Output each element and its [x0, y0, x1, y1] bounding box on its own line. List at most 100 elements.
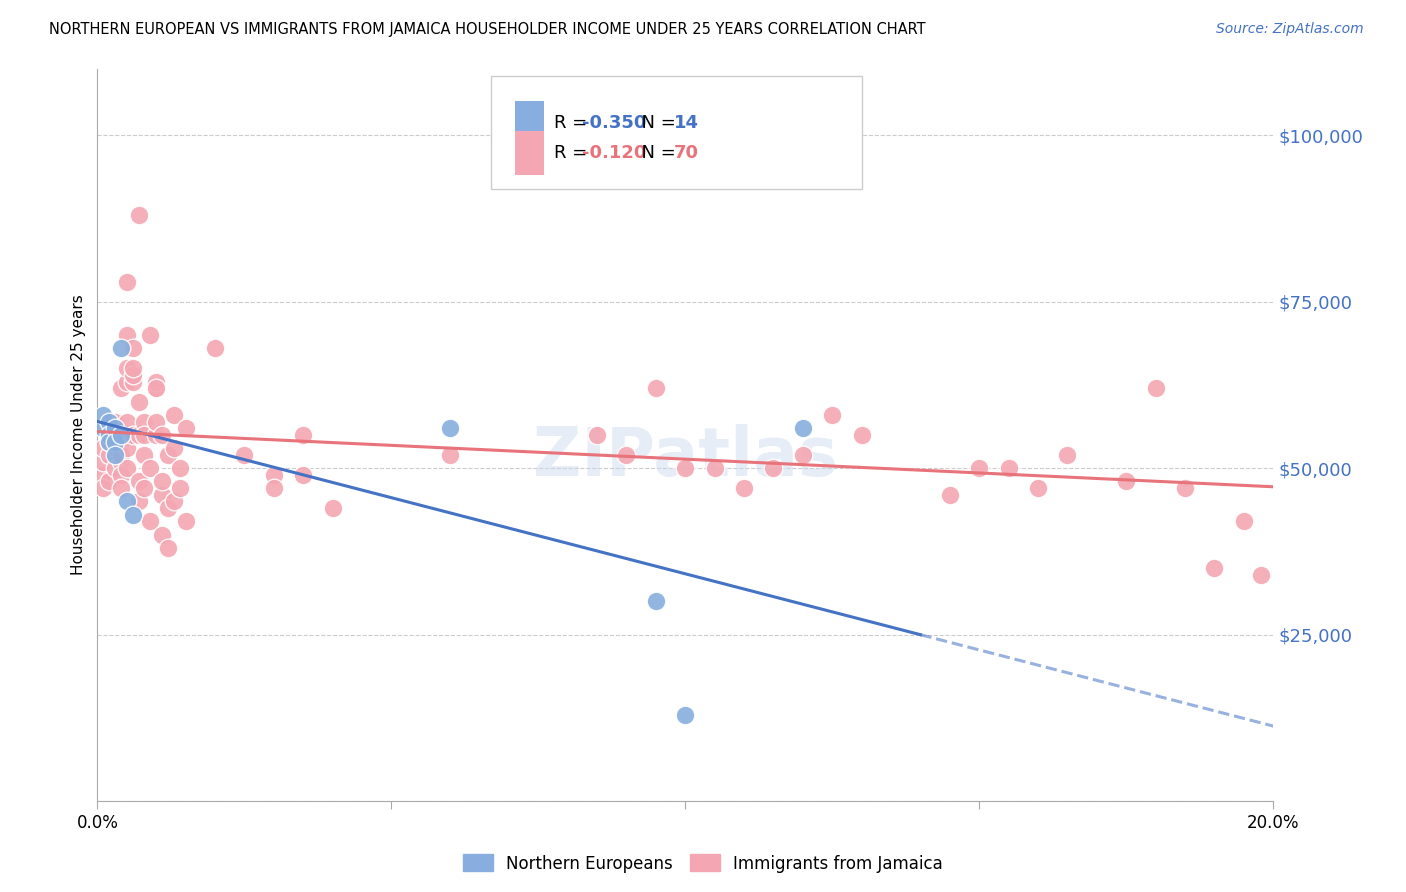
Point: [616, 448, 638, 462]
Point: [139, 461, 162, 475]
Point: [145, 375, 167, 389]
Point: [139, 515, 162, 529]
Point: [145, 415, 167, 429]
Point: [110, 341, 132, 355]
Point: [115, 415, 138, 429]
Point: [91, 467, 114, 482]
Y-axis label: Householder Income Under 25 years: Householder Income Under 25 years: [72, 294, 86, 575]
Text: R =: R =: [554, 114, 592, 133]
Point: [145, 428, 167, 442]
Text: NORTHERN EUROPEAN VS IMMIGRANTS FROM JAMAICA HOUSEHOLDER INCOME UNDER 25 YEARS C: NORTHERN EUROPEAN VS IMMIGRANTS FROM JAM…: [49, 22, 925, 37]
Text: -0.120: -0.120: [582, 144, 647, 161]
Legend: Northern Europeans, Immigrants from Jamaica: Northern Europeans, Immigrants from Jama…: [457, 847, 949, 880]
Text: -0.350: -0.350: [582, 114, 647, 133]
Point: [128, 428, 150, 442]
Point: [128, 475, 150, 489]
Point: [204, 341, 226, 355]
Point: [792, 421, 814, 435]
Point: [586, 428, 609, 442]
Point: [110, 448, 132, 462]
Point: [733, 481, 755, 495]
Point: [1233, 515, 1256, 529]
Point: [128, 208, 150, 222]
Point: [1056, 448, 1078, 462]
Point: [110, 428, 132, 442]
Text: N =: N =: [630, 114, 682, 133]
Point: [163, 494, 186, 508]
Point: [644, 594, 666, 608]
Point: [134, 428, 156, 442]
Point: [91, 481, 114, 495]
FancyBboxPatch shape: [491, 76, 862, 189]
Point: [115, 275, 138, 289]
Point: [156, 501, 179, 516]
Point: [174, 515, 197, 529]
Point: [163, 441, 186, 455]
Point: [104, 415, 127, 429]
Point: [110, 454, 132, 468]
Point: [134, 481, 156, 495]
Point: [121, 508, 143, 522]
Point: [1026, 481, 1049, 495]
Text: ZIPatlas: ZIPatlas: [533, 424, 838, 490]
Point: [1204, 561, 1226, 575]
Point: [91, 454, 114, 468]
Point: [98, 421, 121, 435]
Point: [150, 428, 173, 442]
Point: [98, 434, 121, 449]
Point: [997, 461, 1019, 475]
Point: [263, 467, 285, 482]
Point: [98, 428, 121, 442]
Point: [110, 467, 132, 482]
Point: [104, 448, 127, 462]
Point: [98, 475, 121, 489]
Point: [163, 408, 186, 422]
Point: [1144, 381, 1167, 395]
Point: [292, 467, 315, 482]
Point: [145, 381, 167, 395]
Point: [169, 461, 191, 475]
Point: [169, 481, 191, 495]
Point: [98, 415, 121, 429]
Point: [115, 328, 138, 343]
Point: [121, 341, 143, 355]
Point: [91, 421, 114, 435]
Point: [644, 381, 666, 395]
Point: [321, 501, 343, 516]
Point: [104, 461, 127, 475]
Point: [91, 408, 114, 422]
Point: [110, 428, 132, 442]
Point: [1115, 475, 1137, 489]
Point: [104, 434, 127, 449]
Point: [233, 448, 256, 462]
Point: [967, 461, 990, 475]
Point: [115, 375, 138, 389]
Point: [98, 434, 121, 449]
Point: [673, 461, 696, 475]
Point: [263, 481, 285, 495]
FancyBboxPatch shape: [515, 102, 544, 145]
FancyBboxPatch shape: [515, 131, 544, 175]
Point: [115, 361, 138, 376]
Point: [110, 481, 132, 495]
Point: [121, 375, 143, 389]
Point: [156, 448, 179, 462]
Point: [121, 361, 143, 376]
Point: [121, 368, 143, 382]
Text: 70: 70: [673, 144, 699, 161]
Text: N =: N =: [630, 144, 682, 161]
Point: [128, 394, 150, 409]
Point: [104, 428, 127, 442]
Point: [703, 461, 725, 475]
Point: [110, 381, 132, 395]
Point: [792, 448, 814, 462]
Point: [821, 408, 844, 422]
Point: [1250, 567, 1272, 582]
Point: [1174, 481, 1197, 495]
Text: Source: ZipAtlas.com: Source: ZipAtlas.com: [1216, 22, 1364, 37]
Point: [439, 421, 461, 435]
Point: [156, 541, 179, 555]
Point: [150, 475, 173, 489]
Point: [121, 428, 143, 442]
Point: [115, 494, 138, 508]
